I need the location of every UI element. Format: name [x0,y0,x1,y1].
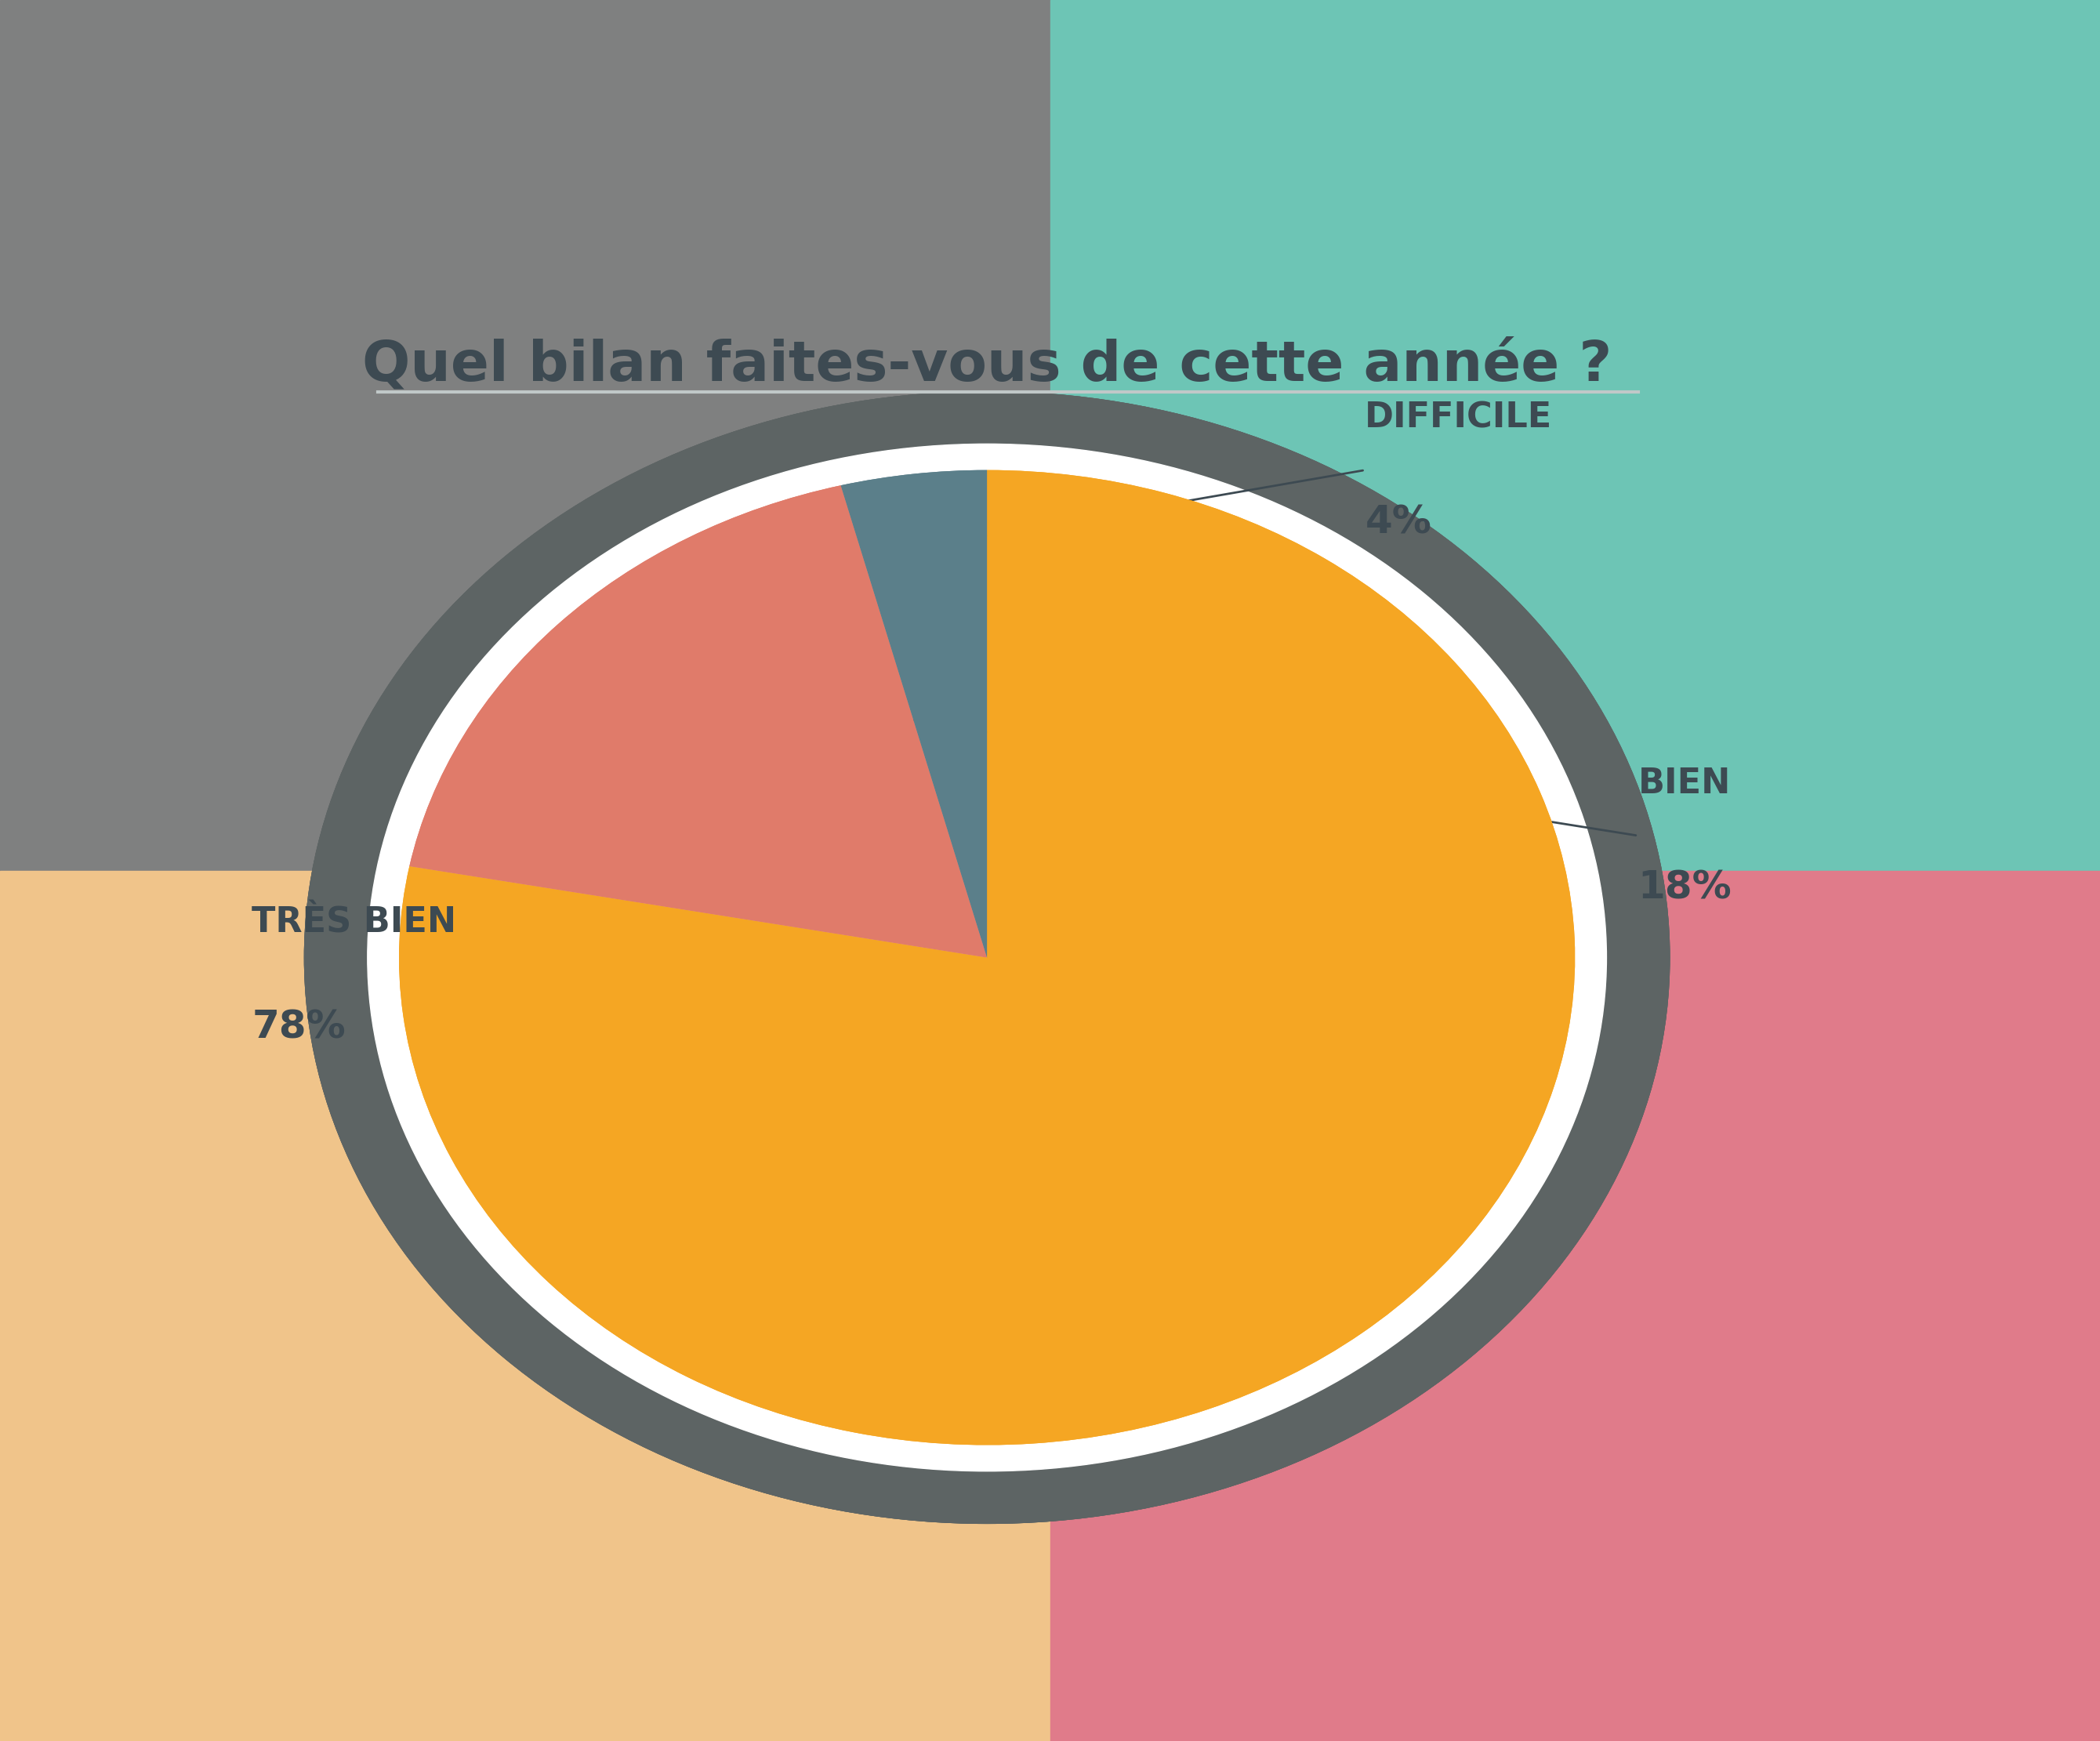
Circle shape [368,444,1606,1471]
Bar [0,870,1050,1741]
Text: DIFFICILE: DIFFICILE [1365,400,1552,435]
Circle shape [357,435,1617,1480]
Text: 18%: 18% [1638,869,1732,907]
Text: 78%: 78% [252,1008,346,1046]
Text: Quel bilan faites-vous de cette année ?: Quel bilan faites-vous de cette année ? [361,338,1613,393]
Text: 4%: 4% [1365,503,1432,541]
Bar [1050,0,2100,870]
Text: BIEN: BIEN [1638,766,1730,801]
Circle shape [304,392,1670,1523]
Wedge shape [410,486,987,958]
Wedge shape [410,486,987,958]
Bar [0,0,1050,870]
Wedge shape [840,470,987,958]
Wedge shape [840,470,987,958]
Circle shape [304,392,1670,1523]
Bar [1050,870,2100,1741]
Wedge shape [399,470,1575,1445]
Text: TRÈS BIEN: TRÈS BIEN [252,905,456,940]
Wedge shape [399,470,1575,1445]
Circle shape [368,444,1606,1471]
Circle shape [304,392,1670,1523]
Polygon shape [1722,0,1932,783]
